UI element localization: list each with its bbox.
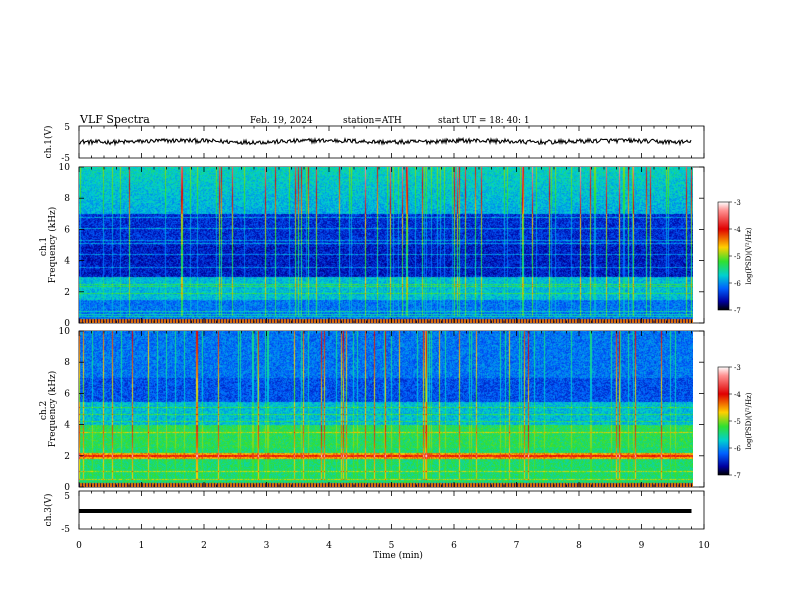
y-tick-label: 8 (64, 194, 70, 204)
ch3-ytick-bottom: -5 (61, 525, 70, 535)
colorbar-tick-label: -5 (734, 418, 741, 426)
ch1-spectrogram-ylabel: ch.1 Frequency (kHz) (39, 207, 58, 284)
station-label: station=ATH (343, 116, 402, 126)
y-tick-label: 0 (64, 483, 70, 493)
ch1-spectrogram-panel: 0 2 4 6 8 10 ch.1 Frequency (kHz) (39, 163, 705, 329)
x-tick-label: 9 (639, 541, 645, 551)
figure-title: VLF Spectra (79, 113, 150, 126)
colorbar-tick-label: -3 (734, 199, 741, 207)
y-tick-label: 6 (64, 389, 70, 399)
ch1-ylabel-line2: Frequency (kHz) (47, 207, 58, 284)
ch2-ylabel-line2: Frequency (kHz) (47, 371, 58, 448)
ch1-waveform-ylabel: ch.1(V) (43, 126, 54, 159)
x-tick-label: 2 (201, 541, 207, 551)
y-tick-label: 10 (59, 163, 71, 173)
ch2-spectrogram-panel: 0 2 4 6 8 10 ch.2 Frequency (kHz) (39, 327, 705, 493)
ch2-colorbar-label: log(PSD)(V²/Hz) (745, 392, 753, 449)
x-tick-label: 0 (76, 541, 82, 551)
colorbar-tick-label: -4 (734, 226, 741, 234)
y-tick-label: 2 (64, 452, 70, 462)
x-tick-label: 7 (514, 541, 520, 551)
date-label: Feb. 19, 2024 (250, 116, 313, 126)
x-tick-label: 6 (451, 541, 457, 551)
ch3-ytick-top: 5 (64, 492, 70, 502)
ch2-spectrogram-image (79, 331, 693, 487)
colorbar-tick-label: -7 (734, 472, 741, 480)
ch1-ylabel-line1: ch.1 (39, 237, 49, 256)
ch3-waveform-panel: 5 -5 ch.3(V) (43, 490, 705, 535)
y-tick-label: 10 (59, 327, 71, 337)
colorbar-tick-label: -6 (734, 280, 741, 288)
time-ticks (78, 126, 705, 529)
ch1-waveform-panel: 5 -5 ch.1(V) (43, 123, 705, 164)
x-tick-label: 1 (139, 541, 145, 551)
ch1-ytick-bottom: -5 (61, 154, 70, 164)
start-time-label: start UT = 18: 40: 1 (438, 116, 530, 126)
ch2-colorbar: -3 -4 -5 -6 -7 log(PSD)(V²/Hz) (717, 364, 753, 480)
ch1-ytick-top: 5 (64, 123, 70, 133)
y-tick-label: 8 (64, 358, 70, 368)
y-tick-label: 0 (64, 319, 70, 329)
time-tick-labels: 0 1 2 3 4 5 6 7 8 9 10 (76, 541, 710, 551)
y-tick-label: 6 (64, 225, 70, 235)
ch2-spectrogram-ylabel: ch.2 Frequency (kHz) (39, 371, 58, 448)
ch3-waveform-ylabel: ch.3(V) (43, 494, 54, 527)
x-tick-label: 4 (326, 541, 332, 551)
ch2-colorbar-gradient (718, 367, 729, 475)
ch2-ylabel-line1: ch.2 (39, 401, 49, 420)
x-tick-label: 10 (698, 541, 710, 551)
ch3-waveform-trace (79, 509, 692, 513)
ch1-spectrogram-image (79, 167, 693, 323)
colorbar-tick-label: -4 (734, 391, 741, 399)
ch1-waveform-trace (78, 136, 692, 147)
x-tick-label: 3 (264, 541, 270, 551)
colorbar-tick-label: -6 (734, 445, 741, 453)
colorbar-tick-label: -5 (734, 253, 741, 261)
x-tick-label: 5 (389, 541, 395, 551)
y-tick-label: 2 (64, 288, 70, 298)
colorbar-tick-label: -3 (734, 364, 741, 372)
y-tick-label: 4 (64, 257, 70, 267)
ch1-colorbar: -3 -4 -5 -6 -7 log(PSD)(V²/Hz) (717, 199, 753, 315)
colorbar-tick-label: -7 (734, 307, 741, 315)
ch1-colorbar-label: log(PSD)(V²/Hz) (745, 227, 753, 284)
x-axis-label: Time (min) (373, 550, 423, 561)
y-tick-label: 4 (64, 421, 70, 431)
ch1-colorbar-gradient (718, 202, 729, 310)
x-tick-label: 8 (576, 541, 582, 551)
